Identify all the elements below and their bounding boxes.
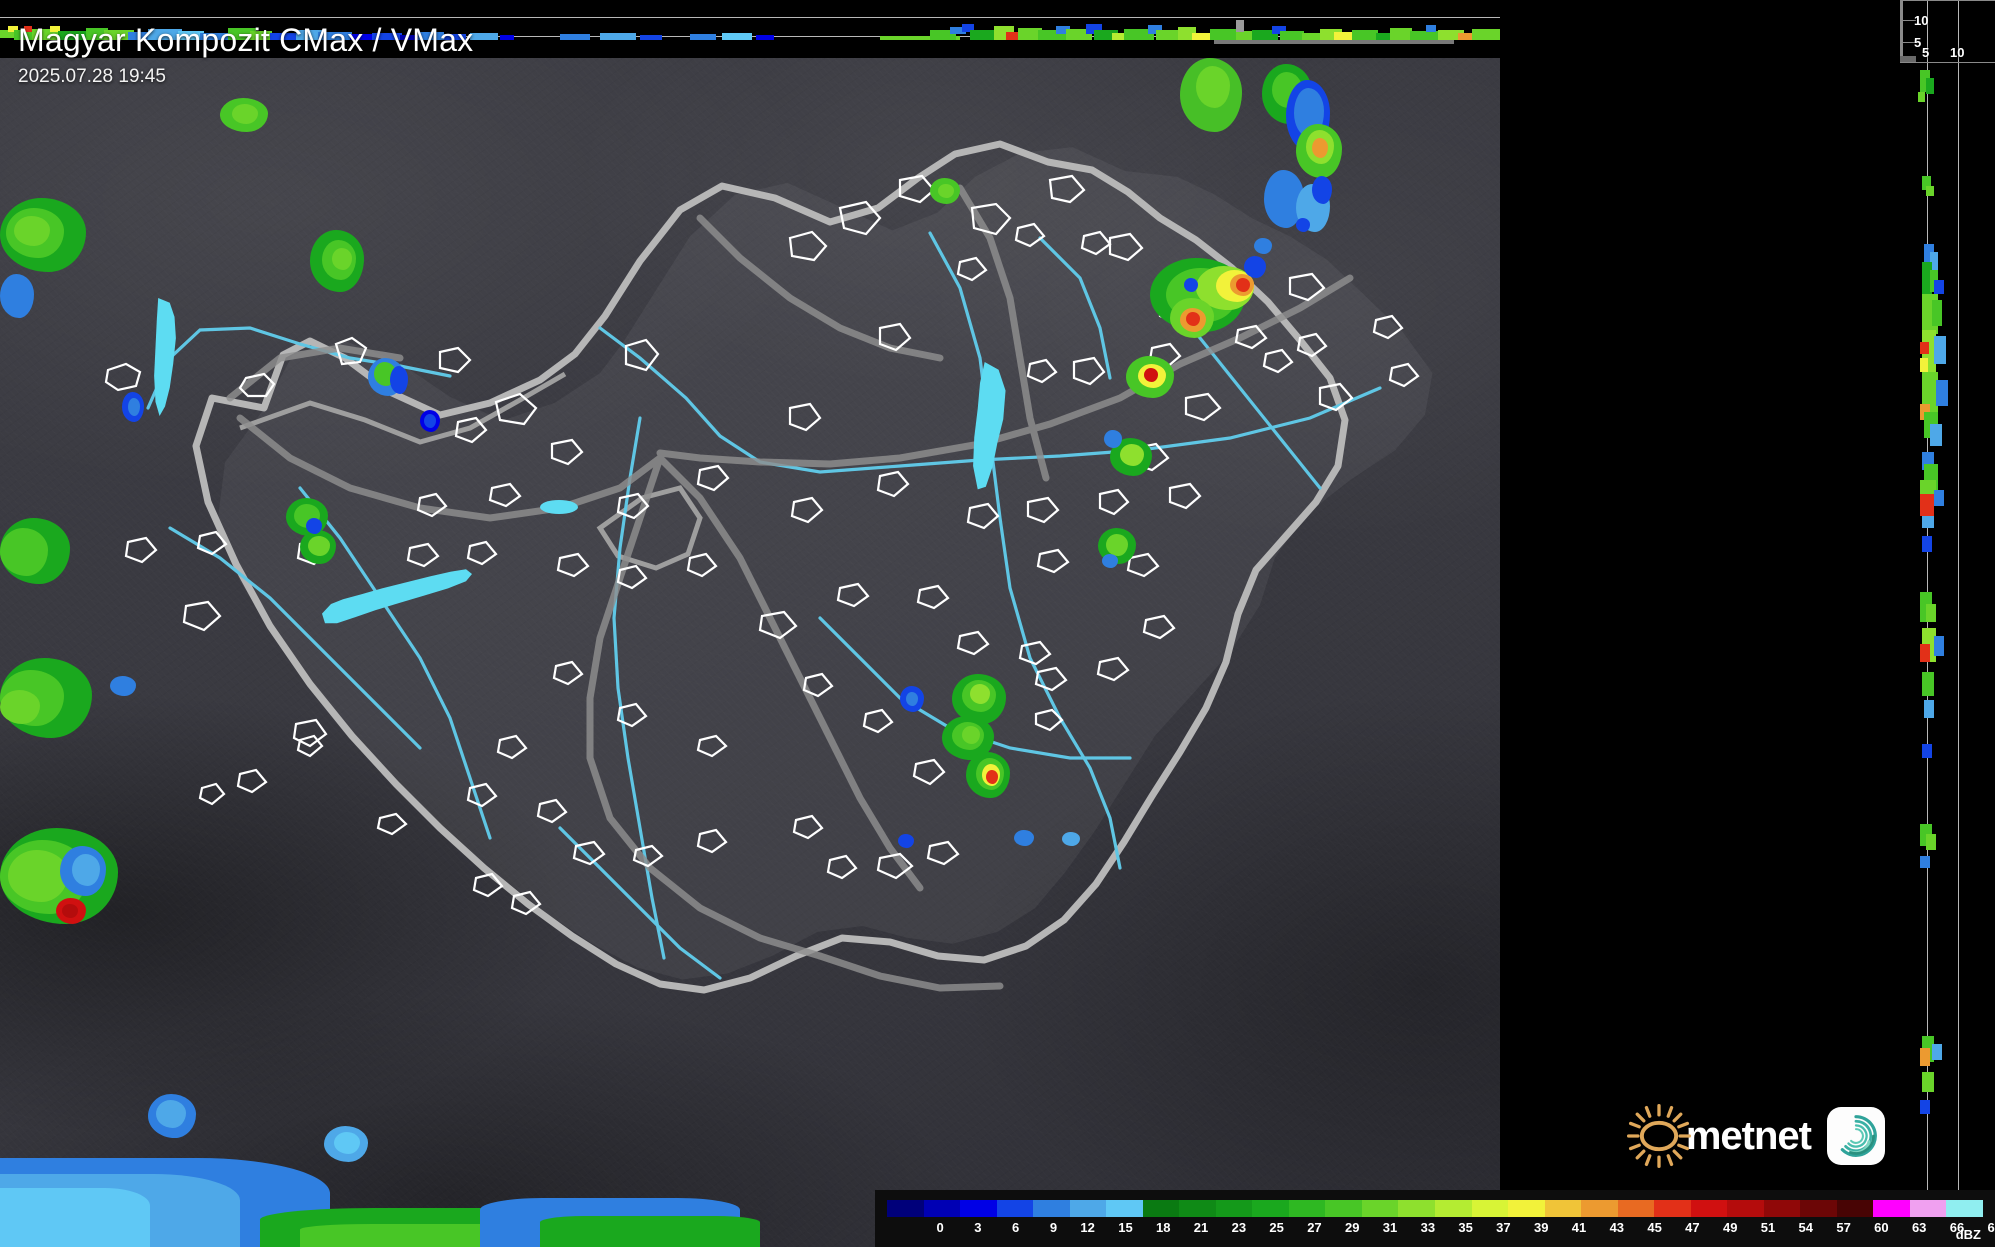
colorbar-tick: 41 — [1571, 1220, 1587, 1235]
colorbar-swatch — [1654, 1200, 1691, 1217]
colorbar-tick: 39 — [1533, 1220, 1549, 1235]
sun-icon — [1626, 1103, 1692, 1169]
metnet-logo[interactable]: metnet — [1626, 1103, 1885, 1169]
geography-layer — [104, 140, 1420, 994]
colorbar-swatch — [1252, 1200, 1289, 1217]
colorbar-swatch — [1471, 1200, 1509, 1217]
colorbar-swatch — [1288, 1200, 1326, 1217]
colorbar-tick: 0 — [936, 1220, 944, 1235]
colorbar-swatch — [1508, 1200, 1545, 1217]
right-strip-height-tick-10: 10 — [1914, 13, 1929, 28]
colorbar-swatch — [1544, 1200, 1582, 1217]
country-border — [192, 140, 1349, 994]
colorbar-gradient — [887, 1200, 1983, 1217]
right-strip-height-tick-5: 5 — [1914, 35, 1922, 50]
colorbar-swatch — [1398, 1200, 1435, 1217]
lake-velence — [540, 500, 578, 514]
colorbar-swatch — [1617, 1200, 1655, 1217]
colorbar-tick: 35 — [1458, 1220, 1473, 1235]
colorbar-swatch — [1581, 1200, 1618, 1217]
colorbar-swatch — [1215, 1200, 1253, 1217]
colorbar-tick: 31 — [1382, 1220, 1398, 1235]
radar-map[interactable] — [0, 58, 1500, 1247]
colorbar-tick: 51 — [1760, 1220, 1776, 1235]
colorbar-swatch — [923, 1200, 961, 1217]
colorbar-swatch — [1727, 1200, 1764, 1217]
colorbar-tick: 33 — [1420, 1220, 1436, 1235]
colorbar-swatch — [1033, 1200, 1070, 1217]
colorbar-tick: 9 — [1049, 1220, 1058, 1235]
colorbar-swatch — [1361, 1200, 1399, 1217]
colorbar-tick: 37 — [1496, 1220, 1511, 1235]
colorbar-tick: 15 — [1118, 1220, 1133, 1235]
colorbar-tick: 6 — [1012, 1220, 1020, 1235]
right-strip-range-tick-10: 10 — [1950, 45, 1965, 60]
colorbar-unit-label: dBZ — [1955, 1227, 1981, 1242]
colorbar-tick: 43 — [1609, 1220, 1625, 1235]
colorbar-tick: 27 — [1307, 1220, 1322, 1235]
colorbar-swatch — [1690, 1200, 1728, 1217]
colorbar-tick: 54 — [1798, 1220, 1814, 1235]
colorbar-swatch — [1873, 1200, 1910, 1217]
colorbar-swatch — [1800, 1200, 1837, 1217]
colorbar-tick: 29 — [1344, 1220, 1360, 1235]
colorbar-tick: 63 — [1911, 1220, 1927, 1235]
east-west-vmax-strip: 10 5 5 10 — [1900, 0, 1995, 1247]
page-title: Magyar Kompozit CMax / VMax — [18, 22, 474, 58]
colorbar-swatch — [960, 1200, 997, 1217]
colorbar-tick: 25 — [1269, 1220, 1284, 1235]
border-secondary — [239, 371, 567, 445]
colorbar-swatch — [1179, 1200, 1216, 1217]
colorbar-tick-labels: 0 3 6 9 12 15 18 21 23 25 27 29 31 33 35 37 39 41 43 45 47 49… — [887, 1220, 1995, 1235]
colorbar-tick: 23 — [1231, 1220, 1247, 1235]
colorbar-tick: 47 — [1685, 1220, 1700, 1235]
colorbar-swatch — [1106, 1200, 1143, 1217]
colorbar-swatch — [1325, 1200, 1362, 1217]
colorbar-tick: 3 — [974, 1220, 982, 1235]
colorbar-swatch — [1069, 1200, 1107, 1217]
colorbar-swatch — [1909, 1200, 1947, 1217]
colorbar-swatch — [1836, 1200, 1874, 1217]
road-network — [226, 184, 1354, 992]
right-strip-range-tick-5: 5 — [1922, 45, 1930, 60]
colorbar-tick: 60 — [1874, 1220, 1889, 1235]
colorbar-swatch — [1946, 1200, 1983, 1217]
colorbar-tick: 69 — [1987, 1220, 1995, 1235]
brand-name: metnet — [1685, 1113, 1812, 1158]
border-secondary-2 — [596, 485, 703, 571]
colorbar-tick: 18 — [1156, 1220, 1171, 1235]
colorbar-swatch — [1763, 1200, 1801, 1217]
header: Magyar Kompozit CMax / VMax 2025.07.28 1… — [18, 22, 473, 88]
colorbar-tick: 66 — [1949, 1220, 1965, 1235]
colorbar-swatch — [1142, 1200, 1180, 1217]
colorbar-tick: 45 — [1647, 1220, 1662, 1235]
colorbar-swatch — [887, 1200, 924, 1217]
colorbar-tick: 57 — [1836, 1220, 1851, 1235]
timestamp-label: 2025.07.28 19:45 — [18, 65, 166, 87]
colorbar-tick: 49 — [1722, 1220, 1738, 1235]
colorbar-swatch — [996, 1200, 1034, 1217]
colorbar-tick: 12 — [1080, 1220, 1095, 1235]
dbz-colorbar: 0 3 6 9 12 15 18 21 23 25 27 29 31 33 35 37 39 41 43 45 47 49… — [875, 1190, 1995, 1247]
colorbar-swatch — [1434, 1200, 1472, 1217]
metnet-app-icon[interactable] — [1827, 1107, 1885, 1165]
colorbar-tick: 21 — [1193, 1220, 1209, 1235]
